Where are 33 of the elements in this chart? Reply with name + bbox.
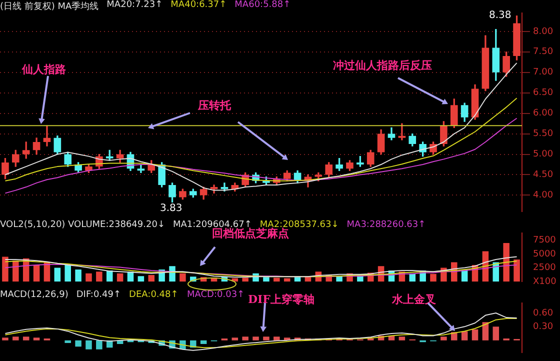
y-tick-label: 6.00 [533,108,554,119]
annotation: 冲过仙人指路后反压 [333,58,432,73]
text: MA3:288260.63↑ [346,220,426,230]
text: MA40:6.37↑ [170,0,227,12]
annotation: DIF上穿零轴 [248,292,314,307]
annotation: 回档低点芝麻点 [212,227,289,241]
y-tick-label: 7500 [533,236,556,246]
y-tick-label: 8.00 [533,26,554,37]
chart-title: (日线 前复权) MA季均线 [0,0,99,13]
text: MA20:7.23↑ [106,0,163,12]
y-tick-label: 7.50 [533,47,554,58]
annotation: 8.38 [489,10,512,21]
text: MA60:5.88↑ [234,0,291,12]
y-tick-label: 7.00 [533,68,554,78]
y-tick-label: X100 [533,276,557,287]
annotation: 3.83 [160,203,182,214]
y-tick-label: 0.60 [533,308,554,318]
y-tick-label: 6.50 [533,88,554,98]
y-tick-label: 4.50 [533,170,554,180]
chart-title: MACD(12,26,9) [0,290,68,300]
annotation: 水上金叉 [392,292,436,307]
y-tick-label: 0.30 [533,322,554,332]
y-tick-label: 4.00 [533,190,554,201]
text: DEA:0.48↑ [129,290,178,300]
y-tick-label: 5.50 [533,129,554,140]
annotation: 压转托 [198,98,231,113]
chart-title: VOL2(5,10,20) VOLUME:238649.20↓ [0,220,165,230]
text: DIF:0.49↑ [76,290,122,300]
text: MACD:0.03↑ [187,290,245,300]
y-tick-label: 5000 [533,249,556,260]
y-tick-label: 2500 [533,263,556,274]
annotation: 仙人指路 [22,62,66,77]
y-tick-label: 5.00 [533,150,554,160]
